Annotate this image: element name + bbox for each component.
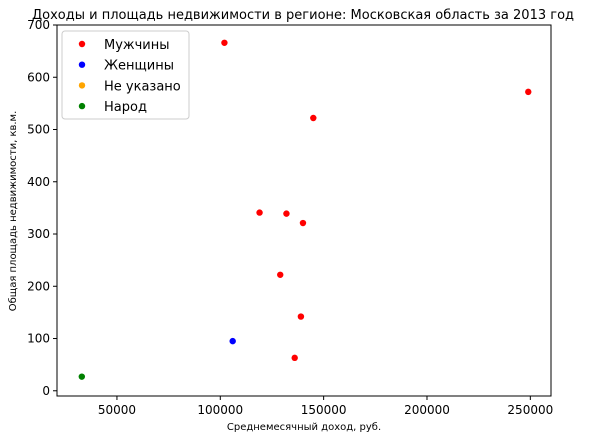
legend-label: Женщины bbox=[104, 59, 174, 74]
legend-marker bbox=[78, 82, 86, 89]
y-axis-label: Общая площадь недвижимости, кв.м. bbox=[8, 111, 19, 312]
data-point bbox=[277, 271, 284, 278]
y-tick-label: 600 bbox=[27, 70, 50, 84]
data-point bbox=[310, 114, 317, 122]
data-point bbox=[221, 39, 228, 46]
y-tick-label: 300 bbox=[27, 227, 50, 241]
y-tick-label: 400 bbox=[27, 175, 50, 189]
x-tick-label: 250000 bbox=[507, 403, 553, 417]
data-point bbox=[283, 210, 290, 217]
legend-marker bbox=[78, 102, 86, 110]
y-axis-ticks: 0 100 200 300 400 500 600 700 bbox=[27, 18, 57, 398]
y-tick-label: 700 bbox=[27, 18, 50, 32]
x-tick-label: 100000 bbox=[197, 403, 243, 417]
legend-label: Не указано bbox=[104, 79, 181, 94]
y-tick-label: 500 bbox=[27, 123, 50, 137]
x-axis-ticks: 50000 100000 150000 200000 250000 bbox=[98, 396, 553, 417]
x-tick-label: 50000 bbox=[98, 403, 136, 417]
data-point bbox=[256, 209, 263, 216]
legend-box bbox=[61, 30, 190, 120]
data-point bbox=[78, 373, 86, 380]
data-points bbox=[78, 39, 532, 380]
legend-label: Народ bbox=[104, 100, 147, 115]
x-tick-label: 150000 bbox=[301, 403, 347, 417]
legend: Мужчины Женщины Не указано Народ bbox=[61, 30, 190, 120]
legend-marker bbox=[78, 40, 86, 48]
legend-marker bbox=[78, 61, 86, 68]
data-point bbox=[525, 88, 532, 96]
y-tick-label: 100 bbox=[27, 332, 50, 346]
plot-frame bbox=[56, 24, 552, 397]
data-point bbox=[291, 354, 298, 362]
x-tick-label: 200000 bbox=[404, 403, 450, 417]
legend-label: Мужчины bbox=[104, 38, 170, 53]
data-point bbox=[297, 313, 305, 320]
x-axis-label: Среднемесячный доход, руб. bbox=[227, 422, 381, 433]
y-tick-label: 0 bbox=[42, 384, 50, 398]
data-point bbox=[229, 337, 236, 345]
data-point bbox=[299, 219, 307, 227]
y-tick-label: 200 bbox=[27, 279, 50, 293]
chart-title: Доходы и площадь недвижимости в регионе:… bbox=[32, 8, 574, 23]
